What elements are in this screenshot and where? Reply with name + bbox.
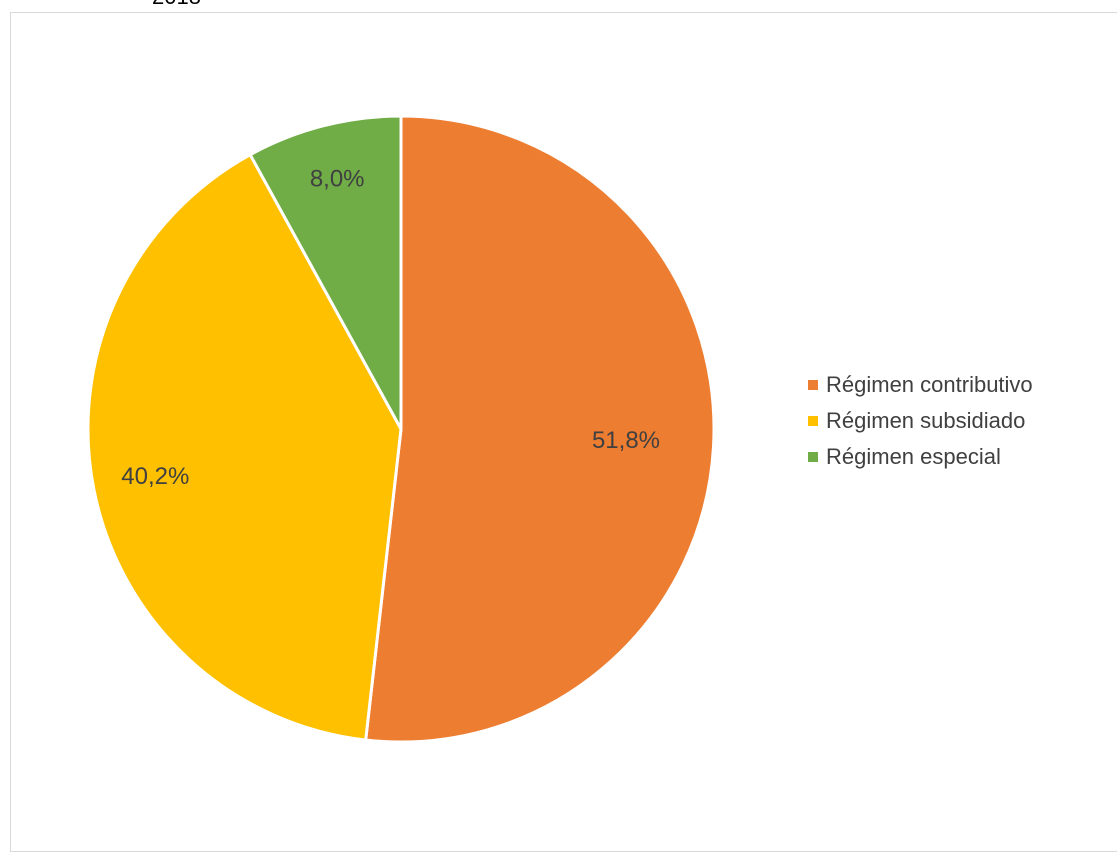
chart-title-fragment: 2018: [152, 0, 201, 8]
data-label: 51,8%: [592, 427, 660, 454]
legend: Régimen contributivo Régimen subsidiado Ré…: [808, 367, 1033, 475]
data-label: 40,2%: [121, 463, 189, 490]
pie-slice: [248, 114, 403, 430]
legend-label: Régimen contributivo: [826, 372, 1033, 397]
legend-item: Régimen contributivo: [808, 367, 1033, 403]
legend-item: Régimen subsidiado: [808, 403, 1033, 439]
legend-item: Régimen especial: [808, 439, 1033, 475]
legend-label: Régimen especial: [826, 444, 1001, 469]
legend-label: Régimen subsidiado: [826, 408, 1026, 433]
pie-data-labels: 51,8% 40,2% 8,0%: [121, 166, 660, 490]
pie-slice: [86, 152, 403, 742]
legend-swatch: [808, 380, 818, 390]
pie-slice: [364, 114, 716, 744]
pie-slices: [86, 114, 716, 744]
data-label: 8,0%: [310, 166, 365, 193]
legend-swatch: [808, 452, 818, 462]
legend-swatch: [808, 416, 818, 426]
